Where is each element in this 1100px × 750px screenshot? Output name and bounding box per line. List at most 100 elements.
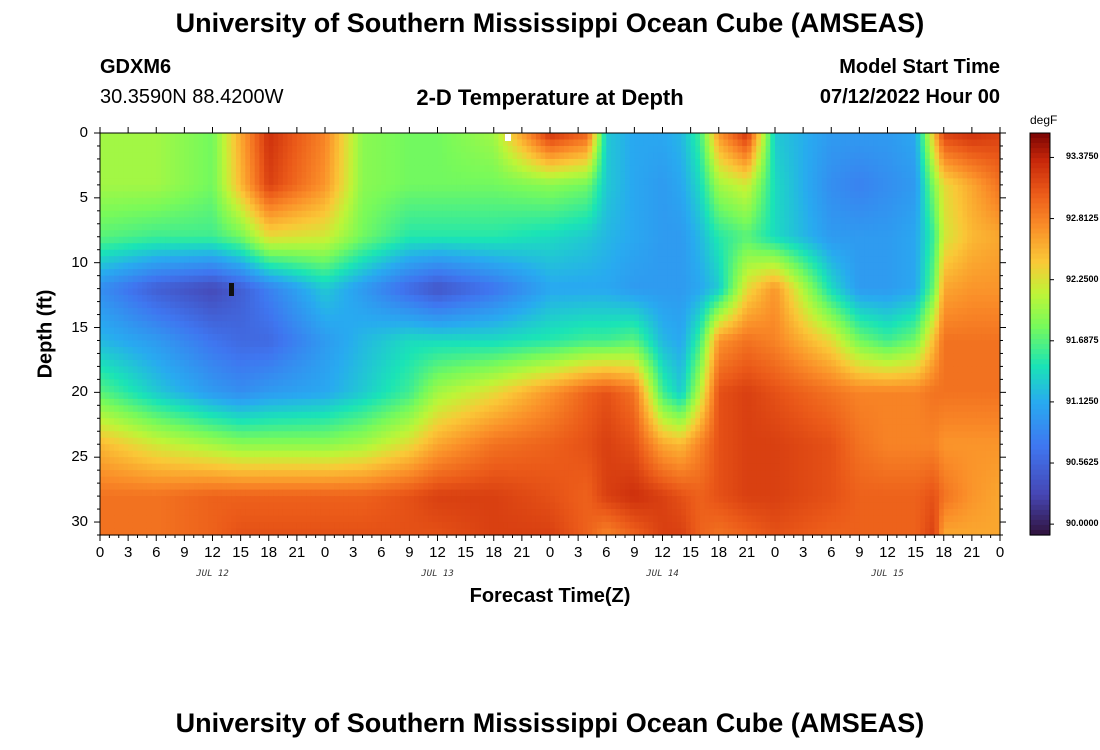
heatmap-cell [770, 275, 776, 283]
heatmap-cell [353, 139, 359, 147]
heatmap-cell [976, 236, 982, 244]
heatmap-cell [606, 133, 612, 141]
heatmap-cell [971, 262, 978, 270]
heatmap-cell [685, 262, 692, 270]
heatmap-cell [868, 139, 875, 147]
heatmap-cell [775, 139, 781, 147]
heatmap-cell [132, 178, 139, 186]
heatmap-cell [981, 145, 987, 154]
heatmap-cell [264, 204, 270, 212]
heatmap-cell [639, 223, 645, 231]
heatmap-cell [864, 184, 870, 192]
heatmap-cell [873, 217, 879, 225]
heatmap-cell [526, 145, 532, 154]
heatmap-cell [854, 256, 860, 264]
heatmap-cell [625, 256, 631, 264]
heatmap-cell [568, 178, 575, 186]
heatmap-cell [704, 191, 710, 199]
heatmap-cell [723, 269, 729, 277]
heatmap-cell [357, 204, 364, 212]
heatmap-cell [676, 282, 682, 290]
heatmap-cell [212, 178, 218, 186]
heatmap-cell [414, 256, 420, 264]
heatmap-cell [423, 197, 429, 205]
heatmap-cell [343, 249, 350, 257]
heatmap-cell [437, 275, 443, 283]
heatmap-cell [634, 243, 640, 251]
heatmap-cell [367, 204, 373, 212]
heatmap-cell [184, 133, 190, 141]
heatmap-cell [137, 152, 143, 160]
heatmap-cell [653, 282, 659, 290]
heatmap-cell [760, 217, 767, 225]
heatmap-cell [175, 191, 181, 199]
heatmap-cell [770, 152, 776, 160]
heatmap-cell [160, 145, 167, 154]
heatmap-cell [170, 282, 176, 290]
heatmap-cell [531, 145, 537, 154]
heatmap-cell [160, 210, 167, 218]
heatmap-cell [235, 282, 242, 290]
heatmap-cell [826, 249, 832, 257]
heatmap-cell [695, 210, 701, 218]
heatmap-cell [348, 262, 354, 270]
heatmap-cell [231, 139, 237, 147]
heatmap-cell [193, 191, 200, 199]
heatmap-cell [779, 262, 785, 270]
heatmap-cell [217, 191, 223, 199]
heatmap-cell [620, 275, 626, 283]
heatmap-cell [639, 197, 645, 205]
heatmap-cell [128, 269, 134, 277]
heatmap-cell [878, 204, 884, 212]
heatmap-cell [400, 295, 406, 303]
heatmap-cell [189, 269, 195, 277]
heatmap-cell [432, 171, 439, 179]
heatmap-cell [306, 282, 312, 290]
heatmap-cell [535, 152, 542, 160]
heatmap-cell [671, 210, 678, 218]
heatmap-cell [760, 210, 767, 218]
heatmap-cell [132, 204, 139, 212]
heatmap-cell [507, 256, 514, 264]
heatmap-cell [695, 269, 701, 277]
heatmap-cell [868, 275, 875, 283]
heatmap-cell [573, 295, 579, 303]
heatmap-cell [573, 178, 579, 186]
heatmap-cell [681, 178, 687, 186]
heatmap-cell [676, 295, 682, 303]
heatmap-cell [657, 295, 664, 303]
heatmap-cell [385, 295, 392, 303]
heatmap-cell [803, 236, 809, 244]
heatmap-cell [109, 275, 115, 283]
heatmap-cell [104, 295, 110, 303]
heatmap-cell [657, 152, 664, 160]
heatmap-cell [906, 256, 912, 264]
heatmap-cell [475, 295, 481, 303]
heatmap-cell [376, 282, 382, 290]
heatmap-cell [535, 184, 542, 192]
heatmap-cell [920, 158, 926, 167]
heatmap-cell [203, 236, 209, 244]
heatmap-cell [460, 275, 467, 283]
heatmap-cell [273, 249, 279, 257]
heatmap-cell [146, 145, 153, 154]
heatmap-cell [146, 282, 153, 290]
y-tick-label: 0 [79, 124, 88, 141]
heatmap-cell [550, 158, 556, 167]
heatmap-cell [915, 152, 921, 160]
heatmap-cell [451, 217, 457, 225]
heatmap-cell [985, 197, 992, 205]
heatmap-cell [395, 288, 401, 296]
heatmap-cell [732, 275, 739, 283]
heatmap-cell [568, 262, 575, 270]
heatmap-cell [535, 269, 542, 277]
heatmap-cell [118, 256, 125, 264]
heatmap-cell [451, 243, 457, 251]
heatmap-cell [493, 204, 500, 212]
heatmap-cell [835, 236, 842, 244]
heatmap-cell [226, 275, 232, 283]
heatmap-cell [292, 256, 298, 264]
heatmap-cell [385, 210, 392, 218]
heatmap-cell [198, 165, 204, 173]
heatmap-cell [601, 230, 607, 238]
